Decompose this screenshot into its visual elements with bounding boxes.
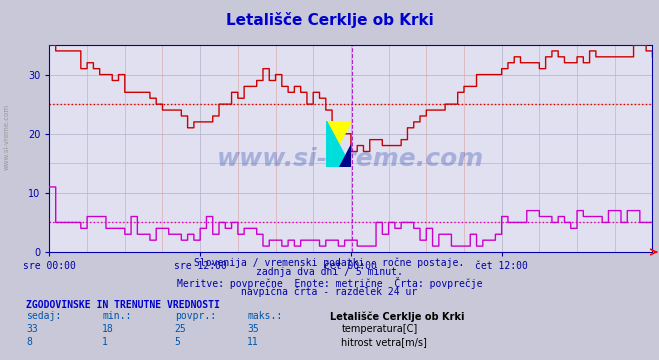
Text: ZGODOVINSKE IN TRENUTNE VREDNOSTI: ZGODOVINSKE IN TRENUTNE VREDNOSTI	[26, 300, 220, 310]
Text: 8: 8	[26, 337, 32, 347]
Text: min.:: min.:	[102, 311, 132, 321]
Text: 11: 11	[247, 337, 259, 347]
Text: temperatura[C]: temperatura[C]	[341, 324, 418, 334]
Text: 18: 18	[102, 324, 114, 334]
Text: www.si-vreme.com: www.si-vreme.com	[3, 104, 10, 170]
Text: zadnja dva dni / 5 minut.: zadnja dva dni / 5 minut.	[256, 267, 403, 277]
Text: povpr.:: povpr.:	[175, 311, 215, 321]
Polygon shape	[326, 121, 351, 167]
Text: navpična črta - razdelek 24 ur: navpična črta - razdelek 24 ur	[241, 287, 418, 297]
Text: Slovenija / vremenski podatki - ročne postaje.: Slovenija / vremenski podatki - ročne po…	[194, 257, 465, 268]
Text: Meritve: povprečne  Enote: metrične  Črta: povprečje: Meritve: povprečne Enote: metrične Črta:…	[177, 277, 482, 289]
Text: 5: 5	[175, 337, 181, 347]
Text: 25: 25	[175, 324, 186, 334]
Text: hitrost vetra[m/s]: hitrost vetra[m/s]	[341, 337, 427, 347]
Text: www.si-vreme.com: www.si-vreme.com	[217, 147, 484, 171]
Polygon shape	[326, 121, 351, 167]
Text: Letališče Cerklje ob Krki: Letališče Cerklje ob Krki	[330, 311, 464, 322]
Polygon shape	[339, 144, 351, 167]
Text: Letališče Cerklje ob Krki: Letališče Cerklje ob Krki	[225, 12, 434, 27]
Text: sedaj:: sedaj:	[26, 311, 61, 321]
Text: 35: 35	[247, 324, 259, 334]
Text: 33: 33	[26, 324, 38, 334]
Text: 1: 1	[102, 337, 108, 347]
Text: maks.:: maks.:	[247, 311, 282, 321]
